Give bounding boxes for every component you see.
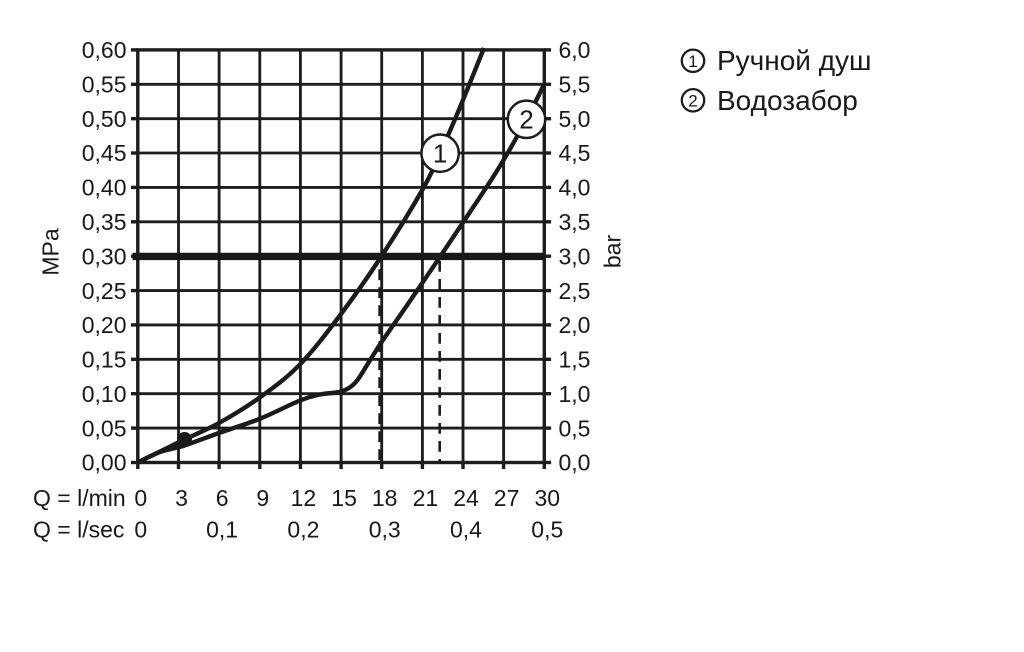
svg-text:3,5: 3,5 [559, 209, 591, 235]
svg-text:18: 18 [372, 485, 398, 511]
svg-text:2,0: 2,0 [559, 312, 591, 338]
svg-text:0,40: 0,40 [82, 175, 127, 201]
svg-text:0,2: 0,2 [287, 517, 319, 543]
svg-text:bar: bar [600, 235, 626, 269]
svg-text:0,45: 0,45 [82, 140, 127, 166]
svg-text:Водозабор: Водозабор [717, 85, 858, 116]
svg-text:0,00: 0,00 [82, 450, 127, 476]
svg-text:0,20: 0,20 [82, 312, 127, 338]
svg-text:2,5: 2,5 [559, 278, 591, 304]
svg-text:0,35: 0,35 [82, 209, 127, 235]
svg-text:12: 12 [291, 485, 317, 511]
svg-text:0,10: 0,10 [82, 381, 127, 407]
svg-text:0,5: 0,5 [531, 517, 563, 543]
svg-text:1: 1 [688, 52, 697, 71]
svg-text:Q = l/sec: Q = l/sec [33, 517, 124, 543]
svg-text:6,0: 6,0 [559, 37, 591, 63]
svg-text:24: 24 [453, 485, 479, 511]
svg-text:4,0: 4,0 [559, 175, 591, 201]
svg-text:0,50: 0,50 [82, 106, 127, 132]
svg-text:21: 21 [413, 485, 439, 511]
svg-text:0,25: 0,25 [82, 278, 127, 304]
svg-text:Q = l/min: Q = l/min [33, 485, 126, 511]
svg-text:Ручной душ: Ручной душ [717, 45, 872, 76]
svg-text:0,5: 0,5 [559, 415, 591, 441]
svg-text:0: 0 [134, 517, 147, 543]
svg-text:15: 15 [331, 485, 357, 511]
svg-text:3: 3 [175, 485, 188, 511]
svg-text:9: 9 [256, 485, 269, 511]
svg-text:6: 6 [216, 485, 229, 511]
svg-text:0,05: 0,05 [82, 415, 127, 441]
svg-text:30: 30 [535, 485, 561, 511]
svg-text:4,5: 4,5 [559, 140, 591, 166]
svg-text:5,0: 5,0 [559, 106, 591, 132]
svg-text:0,60: 0,60 [82, 37, 127, 63]
svg-text:0,1: 0,1 [206, 517, 238, 543]
svg-text:0,55: 0,55 [82, 72, 127, 98]
svg-text:0,3: 0,3 [369, 517, 401, 543]
svg-text:2: 2 [688, 91, 697, 110]
svg-text:MPa: MPa [38, 228, 64, 276]
svg-text:3,0: 3,0 [559, 243, 591, 269]
svg-text:0,15: 0,15 [82, 347, 127, 373]
svg-text:1,5: 1,5 [559, 347, 591, 373]
svg-text:2: 2 [519, 105, 533, 135]
svg-text:0: 0 [134, 485, 147, 511]
svg-text:0,4: 0,4 [450, 517, 482, 543]
svg-text:0,30: 0,30 [82, 243, 127, 269]
svg-text:5,5: 5,5 [559, 72, 591, 98]
svg-text:1: 1 [433, 139, 447, 169]
svg-text:1,0: 1,0 [559, 381, 591, 407]
svg-text:27: 27 [494, 485, 520, 511]
svg-text:0,0: 0,0 [559, 450, 591, 476]
